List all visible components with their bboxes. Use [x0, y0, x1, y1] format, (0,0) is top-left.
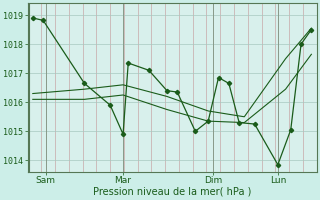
- X-axis label: Pression niveau de la mer( hPa ): Pression niveau de la mer( hPa ): [93, 187, 251, 197]
